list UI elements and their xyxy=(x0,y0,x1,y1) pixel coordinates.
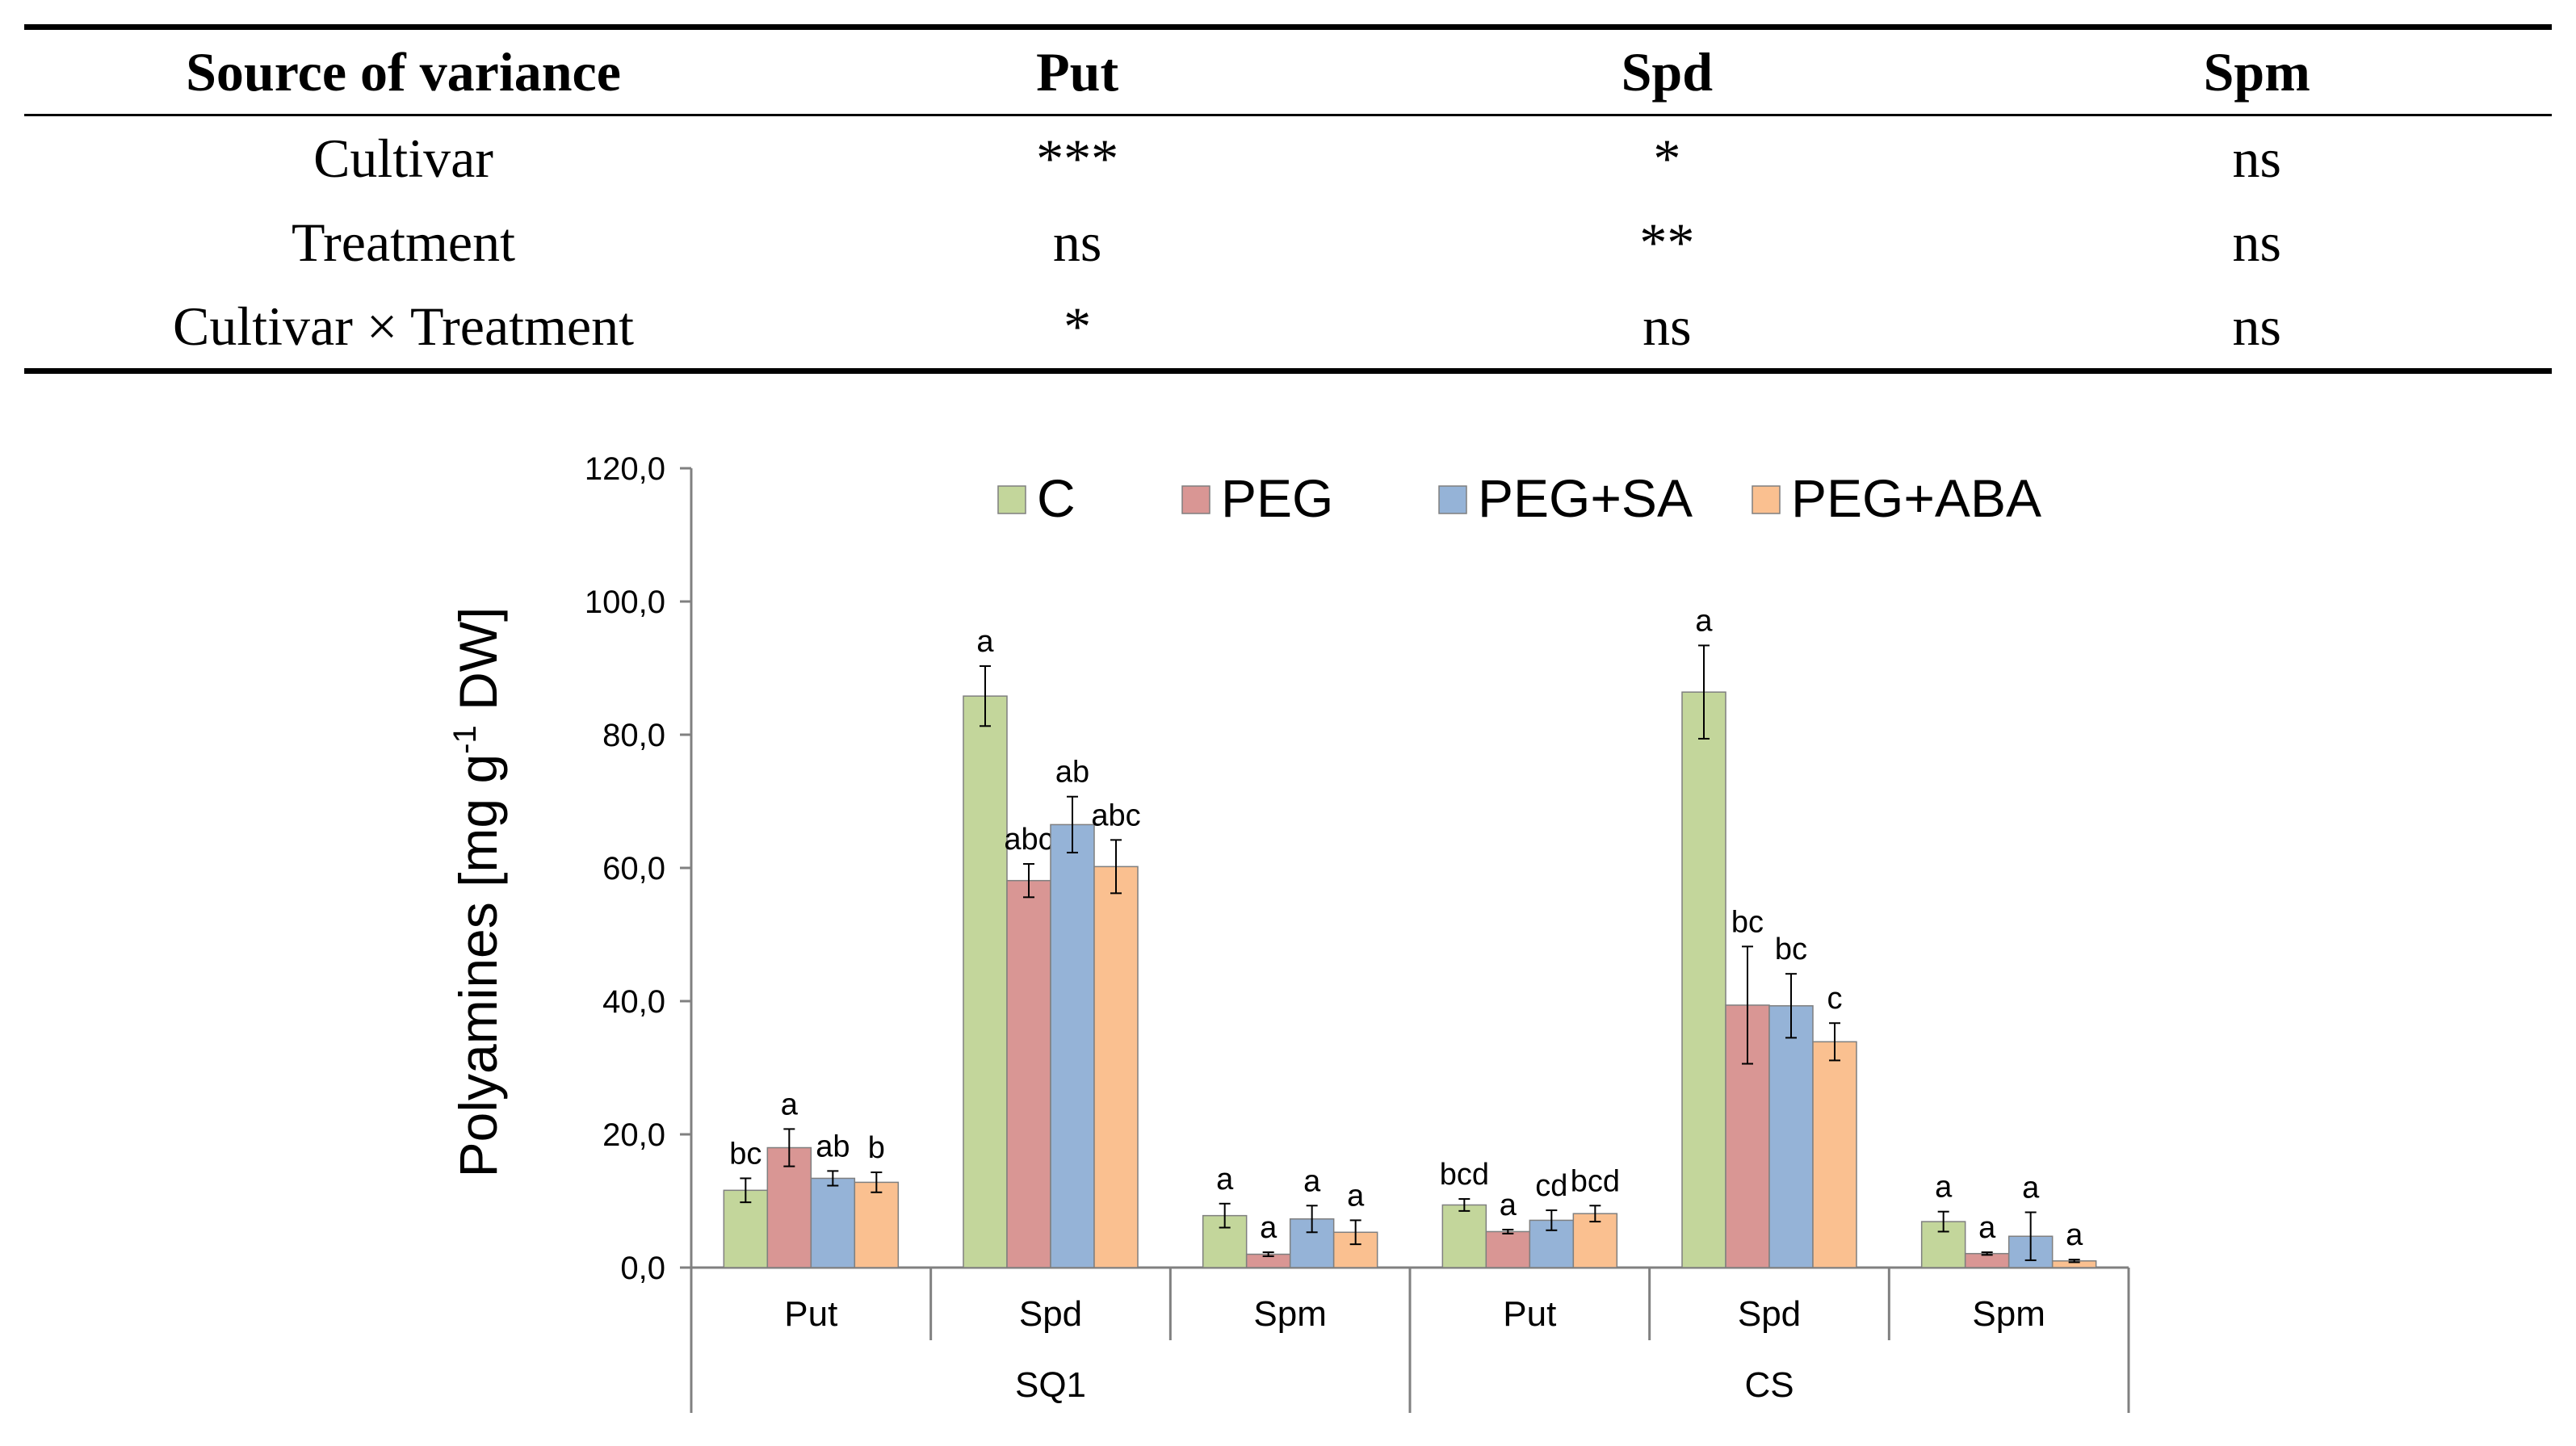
table-cell: ns xyxy=(2232,127,2281,189)
table-cell: ns xyxy=(2232,295,2281,357)
significance-label: bc xyxy=(729,1137,761,1171)
significance-label: a xyxy=(976,625,994,659)
bar xyxy=(1572,1213,1618,1268)
y-tick-label: 40,0 xyxy=(602,984,665,1020)
legend: C PEG PEG+SA PEG+ABA xyxy=(997,468,2041,528)
legend-label: PEG+SA xyxy=(1478,468,1693,528)
significance-label: bcd xyxy=(1440,1158,1489,1192)
y-axis-title-text: Polyamines [mg g-1 DW] xyxy=(447,607,508,1178)
significance-label: bc xyxy=(1775,933,1807,966)
significance-label: a xyxy=(1347,1179,1365,1213)
legend-swatch xyxy=(1438,485,1467,514)
significance-label: a xyxy=(2066,1218,2083,1252)
significance-label: abc xyxy=(1004,823,1053,857)
x-tick-label: Put xyxy=(784,1294,837,1334)
bar xyxy=(1332,1231,1378,1268)
anova-table: Source of variance Put Spd Spm Cultivar … xyxy=(24,24,2552,374)
significance-label: a xyxy=(1303,1164,1321,1198)
significance-label: a xyxy=(2022,1171,2040,1205)
bar xyxy=(1768,1005,1814,1268)
y-axis-title: Polyamines [mg g-1 DW] xyxy=(447,607,508,1178)
legend-label: C xyxy=(1037,468,1076,528)
bar xyxy=(1485,1230,1531,1268)
bar xyxy=(1681,691,1726,1268)
y-title-superscript: -1 xyxy=(447,725,483,754)
bar xyxy=(1006,879,1051,1268)
significance-label: a xyxy=(1935,1171,1953,1205)
bar xyxy=(1441,1204,1487,1268)
significance-label: bcd xyxy=(1571,1164,1620,1198)
table-cell: ns xyxy=(1643,295,1692,357)
bar xyxy=(810,1177,856,1268)
header-spm: Spm xyxy=(2203,40,2310,103)
y-tick-label: 20,0 xyxy=(602,1117,665,1153)
legend-swatch xyxy=(1752,485,1781,514)
significance-label: b xyxy=(868,1131,885,1165)
x-group-label: SQ1 xyxy=(1015,1365,1086,1405)
y-tick-label: 80,0 xyxy=(602,718,665,753)
significance-label: c xyxy=(1827,982,1843,1016)
y-tick-label: 120,0 xyxy=(585,451,665,487)
polyamines-bar-chart: Polyamines [mg g-1 DW] 0,0 20,0 40,0 60,0 80… xyxy=(447,451,2130,1413)
table-cell: ns xyxy=(1052,211,1102,273)
table-cell: * xyxy=(1064,295,1092,357)
significance-label: a xyxy=(1216,1163,1234,1197)
table-cell: Treatment xyxy=(291,211,515,273)
significance-label: a xyxy=(781,1088,799,1121)
bar xyxy=(766,1146,812,1268)
table-cell: Cultivar × Treatment xyxy=(173,295,634,357)
table-row: Cultivar *** * ns xyxy=(24,115,2552,201)
y-axis: 0,0 20,0 40,0 60,0 80,0 100,0 120,0 xyxy=(585,451,693,1286)
y-tick-label: 60,0 xyxy=(602,851,665,886)
table-cell: ns xyxy=(2232,211,2281,273)
table-header-row: Source of variance Put Spd Spm xyxy=(24,27,2552,115)
significance-label: bc xyxy=(1731,905,1764,939)
bar xyxy=(963,695,1008,1268)
y-tick-label: 100,0 xyxy=(585,585,665,620)
significance-label: abc xyxy=(1091,798,1140,832)
legend-swatch xyxy=(1181,485,1210,514)
bar xyxy=(854,1181,900,1268)
x-tick-label: Spm xyxy=(1253,1294,1326,1334)
header-put: Put xyxy=(1036,40,1119,103)
header-source: Source of variance xyxy=(186,40,621,103)
significance-label: a xyxy=(1500,1188,1517,1222)
table-cell: *** xyxy=(1036,127,1119,189)
significance-label: ab xyxy=(816,1130,850,1163)
significance-label: ab xyxy=(1055,756,1089,790)
significance-label: cd xyxy=(1535,1169,1567,1203)
x-axis: Put Spd Spm Put Spd Spm SQ1 CS xyxy=(690,1266,2130,1413)
significance-label: a xyxy=(1978,1211,1996,1245)
x-tick-label: Spm xyxy=(1972,1294,2045,1334)
legend-swatch xyxy=(997,485,1026,514)
x-tick-label: Spd xyxy=(1738,1294,1801,1334)
bar xyxy=(1812,1041,1857,1268)
y-tick-label: 0,0 xyxy=(620,1251,665,1286)
bar xyxy=(723,1189,769,1268)
table-row: Treatment ns ** ns xyxy=(24,200,2552,284)
y-title-main: Polyamines [mg g xyxy=(448,754,508,1178)
significance-label: a xyxy=(1695,604,1713,638)
x-group-label: CS xyxy=(1744,1365,1794,1405)
table-cell: * xyxy=(1653,127,1681,189)
bar xyxy=(1093,866,1139,1268)
table-cell: ** xyxy=(1639,211,1695,273)
x-tick-label: Spd xyxy=(1019,1294,1082,1334)
y-title-suffix: DW] xyxy=(448,607,508,726)
legend-label: PEG+ABA xyxy=(1791,468,2041,528)
legend-label: PEG xyxy=(1221,468,1333,528)
x-tick-label: Put xyxy=(1503,1294,1556,1334)
bar xyxy=(1050,824,1095,1268)
table-row: Cultivar × Treatment * ns ns xyxy=(24,284,2552,371)
significance-label: a xyxy=(1260,1211,1278,1245)
header-spd: Spd xyxy=(1621,40,1714,103)
table-cell: Cultivar xyxy=(313,127,493,189)
